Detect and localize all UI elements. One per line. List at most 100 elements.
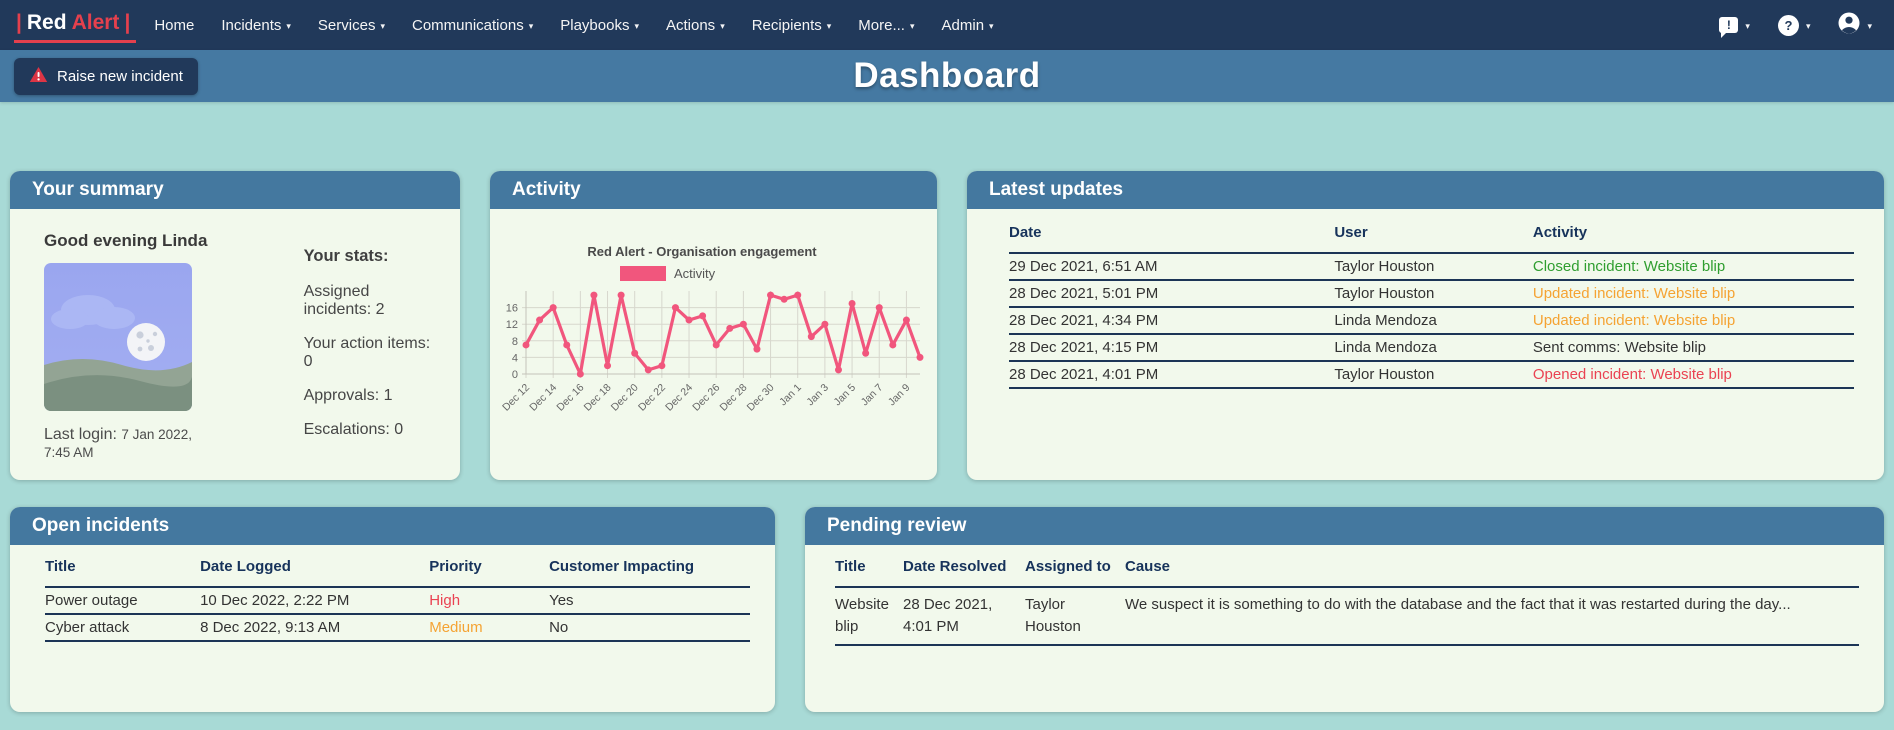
latest-updates-table: Date User Activity 29 Dec 2021, 6:51 AM … bbox=[1009, 211, 1854, 389]
column-header-activity: Activity bbox=[1532, 211, 1854, 254]
chevron-down-icon: ▾ bbox=[1867, 20, 1872, 31]
incident-title[interactable]: Power outage bbox=[45, 587, 201, 615]
nav-item-admin[interactable]: Admin ▾ bbox=[941, 16, 994, 34]
stats-heading: Your stats: bbox=[303, 247, 389, 265]
activity-link[interactable]: Updated incident: Website blip bbox=[1532, 280, 1854, 308]
chevron-down-icon: ▾ bbox=[1745, 20, 1750, 31]
account-menu[interactable]: ▾ bbox=[1838, 12, 1872, 39]
nav-item-home[interactable]: Home bbox=[154, 16, 195, 34]
card-title: Pending review bbox=[805, 507, 1884, 545]
activity-link[interactable]: Sent comms: Website blip bbox=[1532, 334, 1854, 362]
column-header-date-logged: Date Logged bbox=[200, 545, 430, 588]
table-row[interactable]: 28 Dec 2021, 4:34 PM Linda Mendoza Updat… bbox=[1009, 307, 1854, 335]
svg-text:Dec 18: Dec 18 bbox=[581, 382, 613, 414]
table-row[interactable]: Cyber attack 8 Dec 2022, 9:13 AM Medium … bbox=[45, 614, 750, 642]
nav-item-services[interactable]: Services ▾ bbox=[317, 16, 385, 34]
table-row[interactable]: 28 Dec 2021, 4:01 PM Taylor Houston Open… bbox=[1009, 361, 1854, 389]
feedback-menu[interactable]: ! ▾ bbox=[1719, 17, 1750, 38]
last-login-label: Last login: bbox=[44, 426, 117, 443]
help-menu[interactable]: ? ▾ bbox=[1777, 14, 1811, 36]
chevron-down-icon: ▾ bbox=[1805, 20, 1811, 31]
column-header-date: Date bbox=[1009, 211, 1335, 254]
column-header-title: Title bbox=[835, 545, 903, 588]
open-incidents-card: Open incidents Title Date Logged Priorit… bbox=[10, 507, 775, 712]
page-header-bar: Raise new incident Dashboard bbox=[0, 50, 1894, 102]
activity-link[interactable]: Opened incident: Website blip bbox=[1532, 361, 1854, 389]
table-row[interactable]: 28 Dec 2021, 4:15 PM Linda Mendoza Sent … bbox=[1009, 334, 1854, 362]
column-header-date-resolved: Date Resolved bbox=[903, 545, 1025, 588]
svg-text:8: 8 bbox=[511, 336, 517, 348]
table-row[interactable]: Website blip 28 Dec 2021, 4:01 PM Taylor… bbox=[835, 587, 1859, 646]
svg-text:Jan 5: Jan 5 bbox=[831, 382, 858, 409]
warning-triangle-icon bbox=[29, 66, 48, 87]
table-row[interactable]: 28 Dec 2021, 5:01 PM Taylor Houston Upda… bbox=[1009, 280, 1854, 308]
feedback-icon: ! bbox=[1719, 17, 1739, 38]
incident-title[interactable]: Website blip bbox=[835, 587, 903, 646]
svg-text:Jan 1: Jan 1 bbox=[777, 382, 804, 409]
column-header-title: Title bbox=[45, 545, 201, 588]
chevron-down-icon: ▾ bbox=[909, 20, 915, 31]
svg-text:Dec 24: Dec 24 bbox=[663, 382, 695, 414]
pending-review-card: Pending review Title Date Resolved Assig… bbox=[805, 507, 1884, 712]
page-title: Dashboard bbox=[853, 56, 1041, 95]
dashboard-content: Your summary Good evening Linda bbox=[0, 171, 1894, 712]
svg-text:12: 12 bbox=[505, 319, 517, 331]
svg-text:Jan 3: Jan 3 bbox=[804, 382, 831, 409]
svg-text:Dec 30: Dec 30 bbox=[744, 382, 776, 414]
svg-text:Dec 20: Dec 20 bbox=[608, 382, 640, 414]
stat-assigned-incidents: Assigned incidents: 2 bbox=[303, 283, 385, 318]
table-row[interactable]: Power outage 10 Dec 2022, 2:22 PM High Y… bbox=[45, 587, 750, 615]
column-header-customer-impacting: Customer Impacting bbox=[549, 545, 750, 588]
svg-text:Jan 7: Jan 7 bbox=[858, 382, 885, 409]
column-header-cause: Cause bbox=[1125, 545, 1859, 588]
card-title: Your summary bbox=[10, 171, 460, 209]
nav-item-recipients[interactable]: Recipients ▾ bbox=[751, 16, 832, 34]
open-incidents-table: Title Date Logged Priority Customer Impa… bbox=[45, 545, 750, 642]
navbar-right: ! ▾ ? ▾ ▾ bbox=[1719, 12, 1880, 39]
svg-text:Activity: Activity bbox=[674, 266, 716, 281]
brand-name-accent: Alert bbox=[71, 10, 120, 34]
pending-review-table: Title Date Resolved Assigned to Cause We… bbox=[835, 545, 1859, 646]
svg-text:Dec 22: Dec 22 bbox=[635, 382, 667, 414]
priority-badge: High bbox=[429, 587, 550, 615]
your-stats: Your stats: Assigned incidents: 2 Your a… bbox=[304, 227, 434, 480]
brand-pipe: | bbox=[124, 10, 131, 34]
incident-title[interactable]: Cyber attack bbox=[45, 614, 201, 642]
column-header-user: User bbox=[1334, 211, 1533, 254]
navbar: | Red Alert | Home Incidents ▾ Services ▾ … bbox=[0, 0, 1894, 50]
chevron-down-icon: ▾ bbox=[634, 20, 639, 31]
nav-item-communications[interactable]: Communications ▾ bbox=[411, 16, 534, 34]
chevron-down-icon: ▾ bbox=[826, 20, 832, 31]
chevron-down-icon: ▾ bbox=[989, 20, 994, 31]
night-scene-image bbox=[44, 263, 192, 411]
nav-item-more[interactable]: More... ▾ bbox=[858, 16, 915, 34]
svg-text:Dec 14: Dec 14 bbox=[527, 382, 559, 414]
table-row[interactable]: 29 Dec 2021, 6:51 AM Taylor Houston Clos… bbox=[1009, 253, 1854, 281]
nav-item-actions[interactable]: Actions ▾ bbox=[665, 16, 725, 34]
nav-item-playbooks[interactable]: Playbooks ▾ bbox=[560, 16, 639, 34]
stat-escalations: Escalations: 0 bbox=[303, 421, 404, 438]
activity-link[interactable]: Updated incident: Website blip bbox=[1532, 307, 1854, 335]
svg-text:0: 0 bbox=[511, 369, 517, 381]
column-header-priority: Priority bbox=[429, 545, 550, 588]
nav-item-incidents[interactable]: Incidents ▾ bbox=[221, 16, 291, 34]
priority-badge: Medium bbox=[429, 614, 550, 642]
raise-new-incident-button[interactable]: Raise new incident bbox=[14, 57, 198, 95]
stat-approvals: Approvals: 1 bbox=[303, 387, 393, 404]
last-login-value: 7 Jan 2022, 7:45 AM bbox=[44, 427, 192, 460]
svg-text:Dec 12: Dec 12 bbox=[500, 382, 532, 414]
last-login: Last login: 7 Jan 2022, 7:45 AM bbox=[44, 426, 218, 462]
chevron-down-icon: ▾ bbox=[286, 20, 291, 31]
chevron-down-icon: ▾ bbox=[720, 20, 725, 31]
svg-text:Dec 28: Dec 28 bbox=[717, 382, 749, 414]
card-title: Open incidents bbox=[10, 507, 775, 545]
brand-name-primary: Red bbox=[26, 10, 67, 34]
chevron-down-icon: ▾ bbox=[380, 20, 385, 31]
activity-link[interactable]: Closed incident: Website blip bbox=[1532, 253, 1854, 281]
brand-pipe: | bbox=[16, 10, 22, 34]
account-icon bbox=[1838, 12, 1860, 39]
brand-logo[interactable]: | Red Alert | bbox=[14, 8, 137, 43]
svg-text:Dec 26: Dec 26 bbox=[690, 382, 722, 414]
stat-action-items: Your action items: 0 bbox=[303, 335, 431, 370]
